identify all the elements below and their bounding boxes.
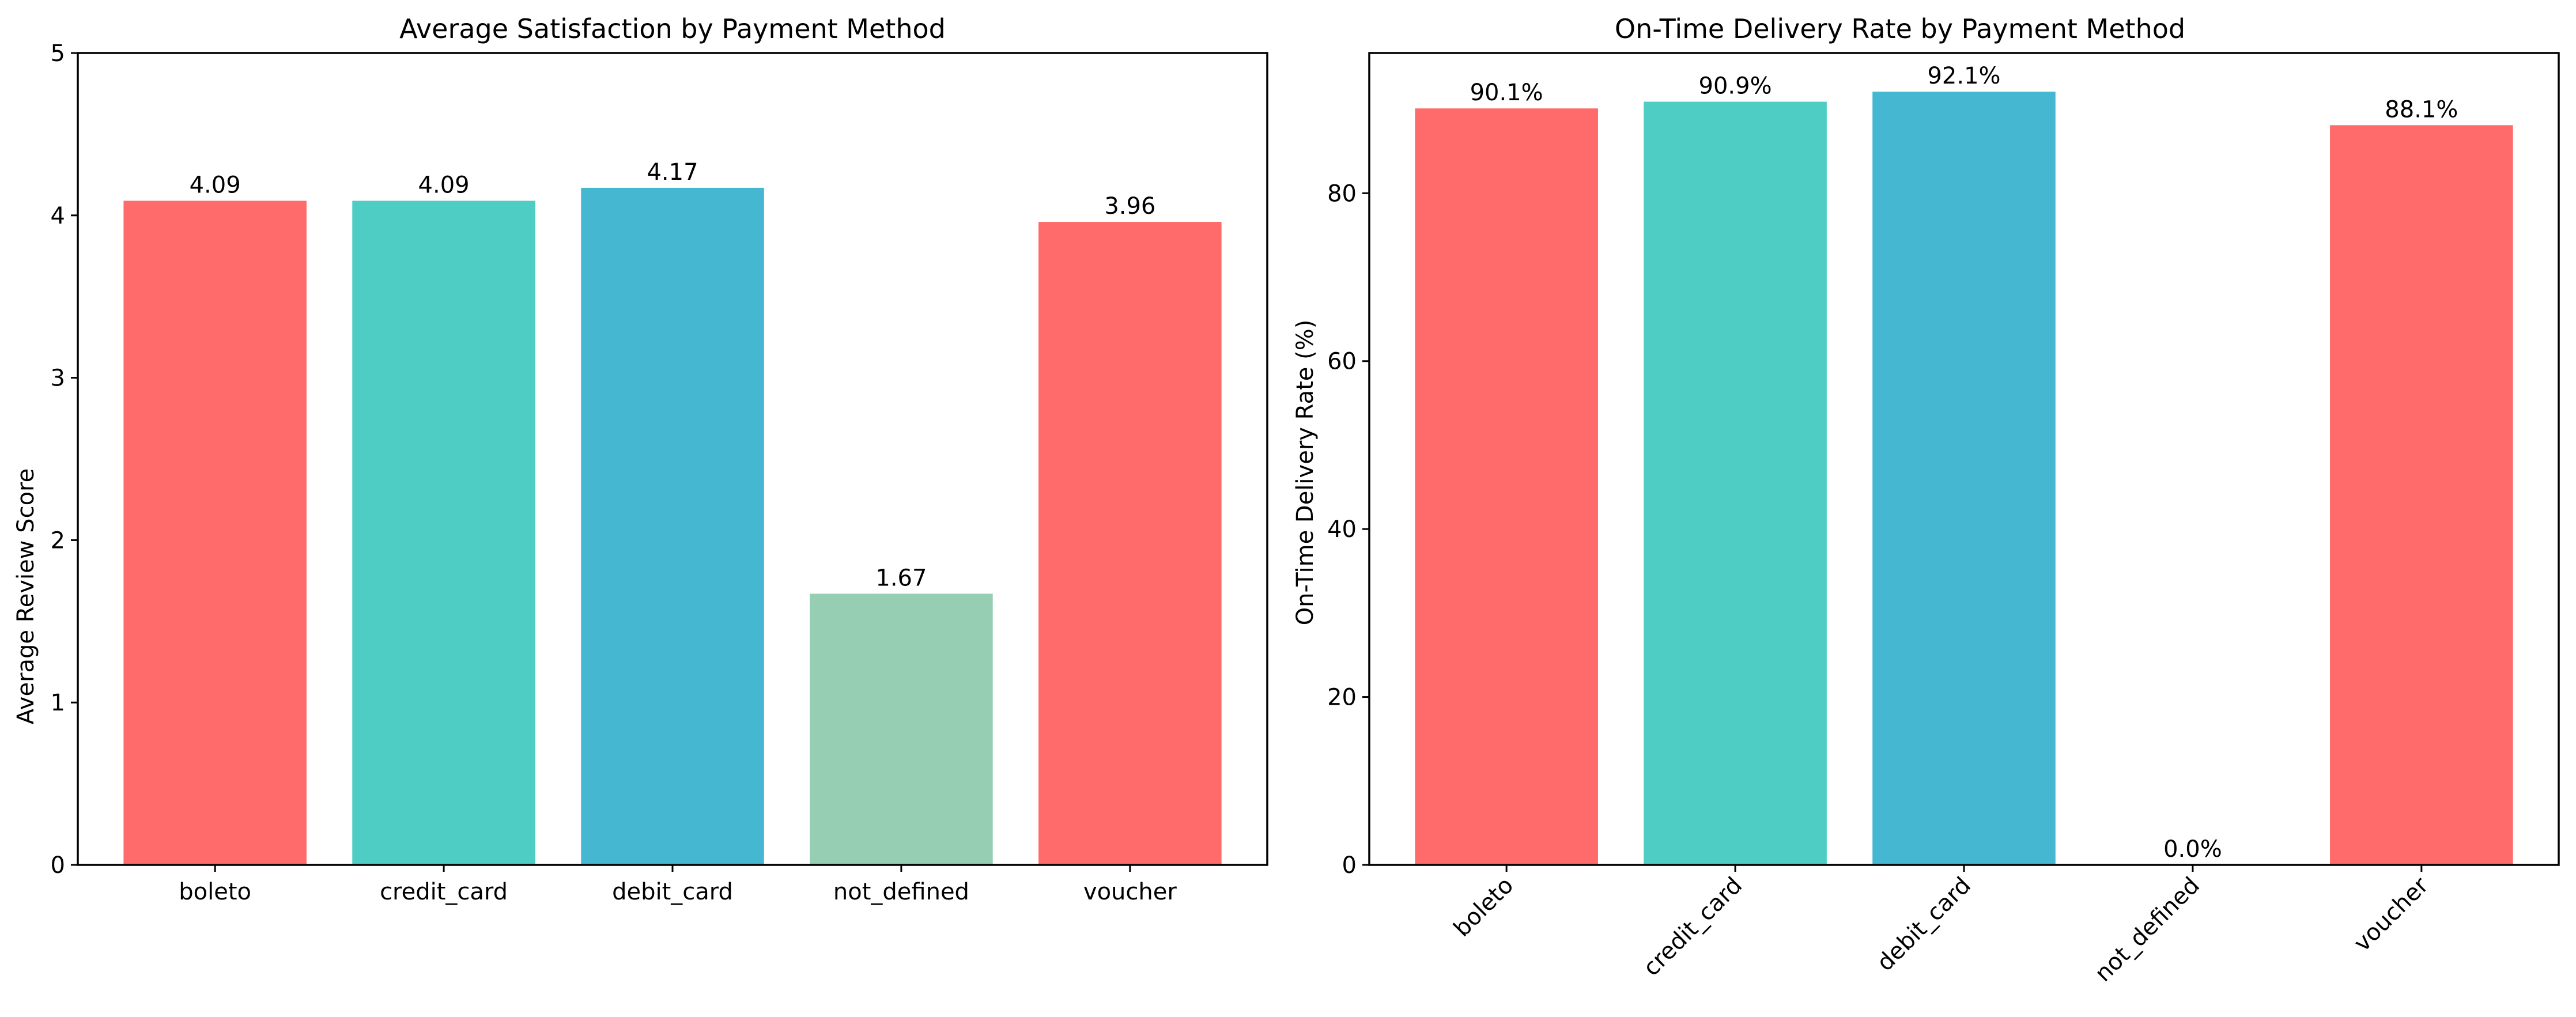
bar-voucher	[1038, 222, 1222, 865]
bar-voucher	[2330, 125, 2513, 865]
bar-boleto	[1415, 108, 1598, 865]
data-label-voucher: 3.96	[1104, 193, 1155, 220]
y-tick-label: 5	[51, 40, 65, 67]
chart-average-satisfaction: Average Satisfaction by Payment Method A…	[13, 13, 1268, 905]
data-label-credit_card: 4.09	[418, 172, 470, 198]
bar-debit_card	[1872, 92, 2056, 865]
y-tick-label: 0	[1342, 852, 1357, 879]
chart-title: On-Time Delivery Rate by Payment Method	[1615, 13, 2185, 44]
y-tick-label: 80	[1327, 180, 1357, 207]
y-tick-label: 0	[51, 852, 65, 879]
y-axis-label: On-Time Delivery Rate (%)	[1292, 320, 1319, 626]
y-tick-label: 60	[1327, 349, 1357, 375]
data-label-not_defined: 1.67	[875, 565, 927, 591]
data-label-credit_card: 90.9%	[1699, 73, 1772, 100]
plot-frame	[77, 52, 1268, 866]
y-tick-label: 2	[51, 527, 65, 554]
data-label-not_defined: 0.0%	[2163, 836, 2222, 863]
plot-frame	[1368, 52, 2560, 866]
y-tick-label: 40	[1327, 516, 1357, 543]
x-tick-label-not_defined: not_defined	[833, 879, 969, 905]
data-label-debit_card: 4.17	[647, 159, 698, 186]
x-tick-label-voucher: voucher	[1083, 879, 1177, 905]
x-tick-label-debit_card: debit_card	[612, 879, 733, 905]
data-label-boleto: 90.1%	[1470, 80, 1543, 106]
bar-not_defined	[810, 593, 993, 865]
x-tick-label-credit_card: credit_card	[380, 879, 508, 905]
data-label-debit_card: 92.1%	[1927, 63, 2000, 89]
y-tick-label: 1	[51, 690, 65, 716]
data-label-voucher: 88.1%	[2385, 96, 2458, 123]
y-tick-label: 4	[51, 203, 65, 229]
axis-ticks: boleto credit_card debit_card not_defined vo…	[51, 40, 1177, 905]
y-tick-label: 20	[1327, 685, 1357, 711]
chart-on-time-delivery: On-Time Delivery Rate by Payment Method …	[1292, 13, 2560, 987]
bar-credit_card	[352, 201, 535, 865]
bar-marks: 90.1% 90.9% 92.1% 0.0% 88.1%	[1415, 63, 2513, 865]
y-axis-label: Average Review Score	[13, 468, 39, 724]
bar-debit_card	[581, 187, 764, 865]
x-tick-label-boleto: boleto	[179, 879, 251, 905]
bar-boleto	[123, 201, 307, 865]
data-label-boleto: 4.09	[190, 172, 241, 198]
y-tick-label: 3	[51, 365, 65, 392]
bar-credit_card	[1644, 101, 1827, 865]
chart-title: Average Satisfaction by Payment Method	[399, 13, 946, 44]
bar-marks: 4.09 4.09 4.17 1.67 3.96	[123, 159, 1222, 865]
